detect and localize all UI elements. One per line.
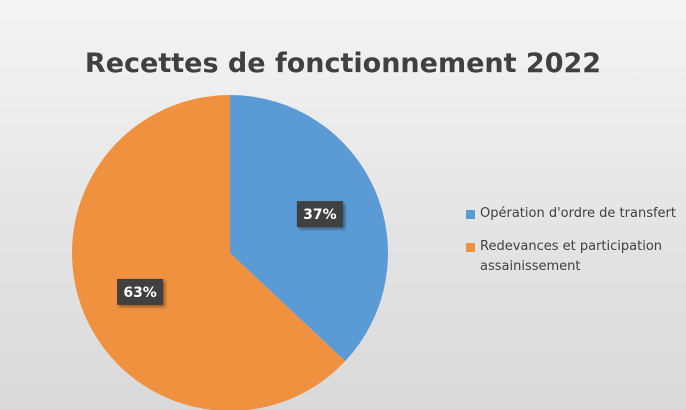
- legend-label: Opération d'ordre de transfert: [480, 206, 676, 221]
- data-label: 37%: [296, 201, 343, 228]
- pie-slice: [230, 95, 388, 362]
- legend-item: Opération d'ordre de transfert: [466, 204, 681, 224]
- data-label-text: 63%: [123, 285, 157, 301]
- data-label: 63%: [117, 278, 164, 305]
- legend-item: Redevances et participation assainisseme…: [466, 237, 681, 277]
- legend-label: Redevances et participation assainisseme…: [480, 239, 663, 274]
- data-label-box: [117, 278, 164, 305]
- pie-slice: [72, 95, 346, 410]
- legend-swatch: [466, 243, 475, 252]
- data-label-box: [296, 201, 343, 228]
- legend: Opération d'ordre de transfert Redevances…: [466, 204, 681, 290]
- data-label-text: 37%: [303, 207, 337, 223]
- legend-swatch: [466, 210, 475, 219]
- chart-title: Recettes de fonctionnement 2022: [85, 48, 601, 79]
